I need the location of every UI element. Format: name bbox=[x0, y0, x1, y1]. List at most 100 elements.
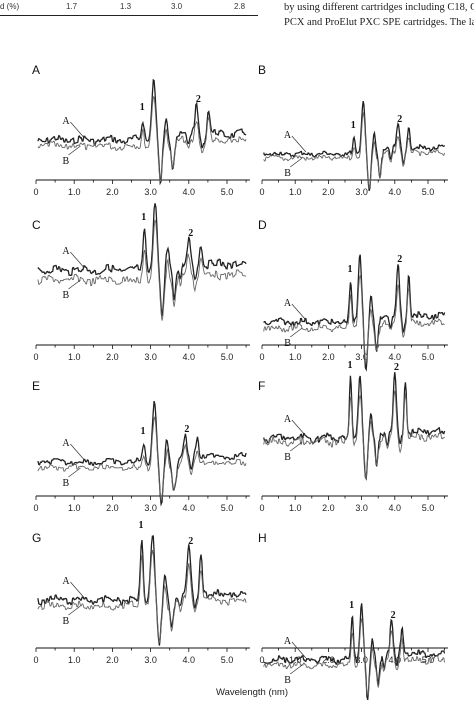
tick-label: 3.0 bbox=[355, 655, 368, 665]
figure-panel-a: A 0 1.0 2.0 3.0 4.0 5.0 A B 1 2 bbox=[32, 63, 250, 197]
leader-line bbox=[291, 419, 307, 437]
tick-label: 3.0 bbox=[144, 655, 157, 665]
tick-label: 0 bbox=[33, 655, 38, 665]
spectrum-curve-b bbox=[37, 96, 247, 183]
tick-label: 3.0 bbox=[144, 503, 157, 513]
leader-line bbox=[68, 145, 81, 156]
tick-label: 1.0 bbox=[289, 352, 302, 362]
leader-line bbox=[68, 467, 81, 478]
tick-label: 4.0 bbox=[183, 187, 196, 197]
tick-label: 4.0 bbox=[183, 503, 196, 513]
spectrum-curve-a bbox=[37, 203, 247, 317]
tick-label: 0 bbox=[259, 655, 264, 665]
curve-label-b: B bbox=[62, 156, 69, 167]
spectrum-curve-a bbox=[263, 100, 446, 192]
body-text-fragment: by using different cartridges including … bbox=[284, 0, 474, 40]
panel-label: H bbox=[258, 531, 267, 545]
curve-label-b: B bbox=[284, 338, 291, 349]
tick-label: 0 bbox=[259, 352, 264, 362]
leader-line bbox=[290, 441, 303, 452]
tick-label: 2.0 bbox=[106, 655, 119, 665]
tick-label: 1.0 bbox=[289, 187, 302, 197]
tick-label: 4.0 bbox=[389, 503, 402, 513]
tick-label: 0 bbox=[259, 503, 264, 513]
tick-label: 5.0 bbox=[221, 352, 234, 362]
curve-label-b: B bbox=[62, 290, 69, 301]
spectrum-curve-b bbox=[263, 275, 445, 365]
tick-label: 3.0 bbox=[355, 187, 368, 197]
spectrum-curve-a bbox=[37, 78, 247, 186]
panel-label: A bbox=[32, 63, 40, 77]
peak-label-1: 1 bbox=[351, 120, 356, 131]
curve-label-a: A bbox=[284, 636, 292, 647]
leader-line bbox=[68, 605, 81, 616]
peak-label-2: 2 bbox=[391, 610, 396, 621]
tick-label: 5.0 bbox=[221, 503, 234, 513]
figure-panel-e: E 0 1.0 2.0 3.0 4.0 5.0 A B 1 2 bbox=[32, 379, 250, 513]
peak-label-2: 2 bbox=[188, 228, 193, 239]
tick-label: 4.0 bbox=[183, 655, 196, 665]
spectrum-curve-b bbox=[37, 415, 247, 501]
leader-line bbox=[290, 157, 303, 168]
leader-line bbox=[68, 279, 81, 290]
panel-label: E bbox=[32, 379, 40, 393]
peak-label-2: 2 bbox=[196, 94, 201, 105]
spectrum-curve-a bbox=[37, 535, 247, 646]
tick-label: 1.0 bbox=[68, 503, 81, 513]
tick-label: 1.0 bbox=[68, 655, 81, 665]
tick-label: 2.0 bbox=[106, 352, 119, 362]
tick-label: 5.0 bbox=[422, 352, 435, 362]
figure-panel-g: G 0 1.0 2.0 3.0 4.0 5.0 A B 1 2 bbox=[32, 520, 250, 665]
leader-line bbox=[290, 664, 303, 675]
peak-label-1: 1 bbox=[349, 600, 354, 611]
x-axis-label: Wavelength (nm) bbox=[216, 687, 288, 698]
curve-label-a: A bbox=[284, 298, 292, 309]
curve-label-a: A bbox=[284, 130, 292, 141]
tick-label: 3.0 bbox=[355, 503, 368, 513]
leader-line bbox=[70, 121, 85, 139]
body-text-line: PCX and ProElut PXC SPE cartridges. The … bbox=[284, 17, 474, 28]
panel-label: C bbox=[32, 218, 41, 232]
tick-label: 4.0 bbox=[389, 352, 402, 362]
body-text-line: by using different cartridges including … bbox=[284, 2, 474, 13]
peak-label-2: 2 bbox=[394, 362, 399, 373]
tick-label: 5.0 bbox=[422, 503, 435, 513]
tick-label: 5.0 bbox=[422, 187, 435, 197]
panel-label: D bbox=[258, 218, 267, 232]
curve-label-b: B bbox=[62, 616, 69, 627]
figure-panel-c: C 0 1.0 2.0 3.0 4.0 5.0 A B 1 2 bbox=[32, 203, 250, 362]
curve-label-b: B bbox=[284, 168, 291, 179]
table-cell: 2.8 bbox=[234, 2, 246, 11]
peak-label-1: 1 bbox=[347, 360, 352, 371]
table-bottom-rule bbox=[0, 15, 258, 16]
tick-label: 0 bbox=[259, 187, 264, 197]
leader-line bbox=[291, 135, 307, 153]
tick-label: 2.0 bbox=[322, 352, 335, 362]
peak-label-2: 2 bbox=[397, 114, 402, 125]
tick-label: 2.0 bbox=[106, 187, 119, 197]
panel-label: F bbox=[258, 379, 265, 393]
tick-label: 0 bbox=[33, 187, 38, 197]
curve-label-b: B bbox=[62, 478, 69, 489]
table-cell: 1.3 bbox=[120, 2, 132, 11]
tick-label: 3.0 bbox=[355, 352, 368, 362]
peak-label-1: 1 bbox=[139, 520, 144, 531]
figure-panel-b: B 0 1.0 2.0 3.0 4.0 5.0 A B 1 2 bbox=[258, 63, 448, 197]
tick-label: 5.0 bbox=[221, 655, 234, 665]
leader-line bbox=[291, 303, 307, 321]
tick-label: 2.0 bbox=[322, 503, 335, 513]
tick-label: 1.0 bbox=[289, 503, 302, 513]
curve-label-b: B bbox=[284, 452, 291, 463]
table-fragment: d (%) 1.7 1.3 3.0 2.8 bbox=[0, 0, 258, 18]
tick-label: 4.0 bbox=[389, 187, 402, 197]
curve-label-a: A bbox=[284, 414, 292, 425]
curve-label-b: B bbox=[284, 675, 291, 686]
tick-label: 4.0 bbox=[183, 352, 196, 362]
table-cell: 3.0 bbox=[171, 2, 183, 11]
spectrum-curve-b bbox=[37, 549, 247, 643]
figure-panel-d: D 0 1.0 2.0 3.0 4.0 5.0 A B 1 2 bbox=[258, 218, 448, 372]
leader-line bbox=[70, 251, 85, 269]
